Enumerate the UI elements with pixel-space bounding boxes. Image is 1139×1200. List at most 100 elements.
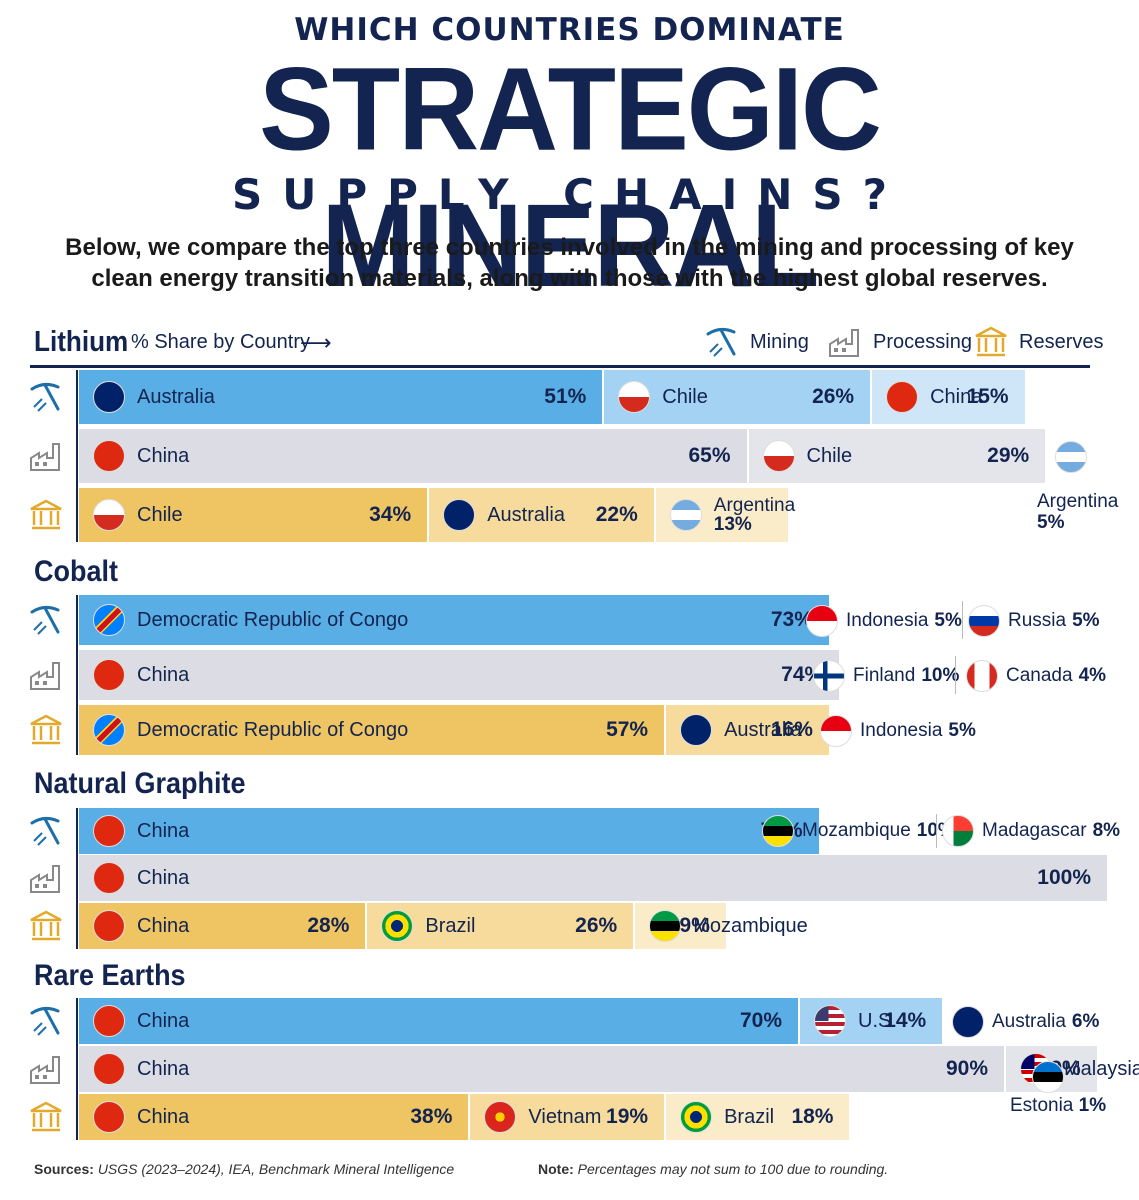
pickaxe-icon (30, 382, 60, 412)
bar-lithium-mining-australia: Australia 51% (79, 370, 605, 424)
factory-icon (30, 1056, 60, 1084)
bar-value: 16% (770, 718, 813, 741)
flag-china-icon (93, 1101, 125, 1133)
flag-indonesia-icon (806, 605, 838, 637)
axis-line (76, 370, 78, 542)
flag-chile-icon (762, 440, 795, 472)
legend-reserves: Reserves (973, 326, 1103, 358)
bar-label: Madagascar (982, 820, 1087, 841)
bar-label: Estonia (1010, 1095, 1074, 1116)
bar-label: Indonesia (846, 610, 929, 631)
bar-lithium-processing-china: China 65% (79, 429, 749, 483)
flag-china-icon (93, 1005, 125, 1037)
flag-australia-icon (93, 381, 125, 413)
bar-natural-graphite-reserves-mozambique: Mozambique 9% (635, 903, 808, 949)
bar-label: Australia (137, 385, 215, 408)
flag-madagascar-icon (942, 815, 974, 847)
bar-value: 38% (410, 1105, 453, 1128)
subtitle: Below, we compare the top three countrie… (65, 234, 1074, 292)
bar-lithium-processing-chile: Chile 29% (748, 429, 1048, 483)
mineral-title-lithium: Lithium (34, 326, 129, 358)
bar-cobalt-mining-russia: Russia 5% (968, 605, 1100, 637)
flag-democratic-republic-of-congo-icon (93, 604, 125, 636)
bar-value: 51% (544, 385, 587, 408)
legend-processing-label: Processing (873, 330, 972, 353)
flag-brazil-icon (381, 910, 414, 942)
flag-finland-icon (813, 660, 845, 692)
factory-icon (30, 865, 60, 893)
bar-value: 9% (679, 914, 710, 937)
title-line-1: WHICH COUNTRIES DOMINATE (294, 12, 845, 48)
bar-value: 70% (739, 1009, 782, 1032)
pickaxe-icon (706, 327, 736, 357)
bar-value: 10% (921, 665, 960, 686)
bar-value: 73% (770, 608, 813, 631)
flag-australia-icon (680, 714, 713, 746)
bar-natural-graphite-mining-mozambique: Mozambique 10% (762, 815, 955, 847)
bar-label-stack: Estonia 1% (1010, 1095, 1106, 1116)
bar-cobalt-reserves-democratic-republic-of-congo: Democratic Republic of Congo 57% (79, 705, 667, 755)
note-label: Note: (538, 1161, 574, 1177)
bar-value: 74% (781, 663, 824, 686)
factory-icon (30, 443, 60, 471)
flag-china-icon (93, 910, 125, 942)
share-label: % Share by Country (131, 331, 310, 353)
bar-value: 5% (1072, 610, 1100, 631)
bar-rare-earths-reserves-brazil: Brazil 18% (666, 1094, 852, 1140)
bar-label: Argentina (1037, 491, 1119, 512)
flag-canada-icon (966, 660, 998, 692)
bar-value: 5% (1037, 512, 1065, 533)
legend-processing: Processing (827, 326, 972, 358)
bank-icon (975, 326, 1007, 357)
bar-rare-earths-mining-u-s: U.S. 14% (800, 998, 945, 1044)
bar-label: Mozambique (802, 820, 911, 841)
bank-icon (30, 499, 62, 530)
sources-label: Sources: (34, 1161, 94, 1177)
bar-label: China (930, 385, 983, 408)
bank-icon (30, 910, 62, 941)
bar-cobalt-processing-canada: Canada 4% (966, 660, 1106, 692)
flag-democratic-republic-of-congo-icon (93, 714, 125, 746)
bar-label: Malaysia (1064, 1057, 1139, 1080)
bar-label: U.S. (858, 1009, 897, 1032)
bar-value: 13% (713, 514, 752, 535)
mineral-title-rare-earths: Rare Earths (34, 959, 186, 992)
legend-reserves-label: Reserves (1019, 330, 1104, 353)
bar-natural-graphite-processing-china: China 100% (79, 855, 1109, 901)
flag-russia-icon (968, 605, 1000, 637)
bar-value: 29% (987, 444, 1030, 467)
sources-note: Sources: USGS (2023–2024), IEA, Benchmar… (34, 1161, 454, 1177)
flag-argentina-icon (1055, 441, 1087, 473)
bar-label: China (137, 914, 190, 937)
bar-value: 28% (307, 914, 350, 937)
bar-value: 26% (812, 385, 855, 408)
factory-icon (829, 329, 859, 357)
bank-icon (30, 1101, 62, 1132)
bar-value: 57% (606, 718, 649, 741)
bar-lithium-mining-chile: Chile 26% (604, 370, 873, 424)
bar-rare-earths-mining-australia: Australia 6% (952, 1006, 1099, 1038)
bar-lithium-reserves-australia: Australia 22% (429, 488, 656, 542)
flag-vietnam-icon (484, 1101, 517, 1133)
flag-brazil-icon (680, 1101, 713, 1133)
pickaxe-icon (30, 1006, 60, 1036)
bar-lithium-mining-china: China 15% (872, 370, 1027, 424)
bar-value: 1% (1078, 1095, 1107, 1116)
bar-cobalt-processing-finland: Finland 10% (813, 660, 959, 692)
bar-label-stack: Argentina 13% (714, 496, 795, 534)
bar-cobalt-mining-indonesia: Indonesia 5% (806, 605, 962, 637)
bar-label: Australia (487, 503, 565, 526)
mineral-title-cobalt: Cobalt (34, 555, 118, 588)
bar-value: 90% (945, 1057, 988, 1080)
flag-australia-icon (443, 499, 476, 531)
label-separator (962, 601, 963, 639)
bar-label: Chile (806, 444, 853, 467)
bar-label: Brazil (425, 914, 476, 937)
bar-value: 26% (575, 914, 618, 937)
flag-china-icon (93, 815, 125, 847)
bar-value: 100% (1037, 866, 1091, 889)
flag-australia-icon (952, 1006, 984, 1038)
bar-cobalt-processing-china: China 74% (79, 650, 842, 700)
header-divider (30, 365, 1090, 368)
bar-label: China (137, 663, 190, 686)
